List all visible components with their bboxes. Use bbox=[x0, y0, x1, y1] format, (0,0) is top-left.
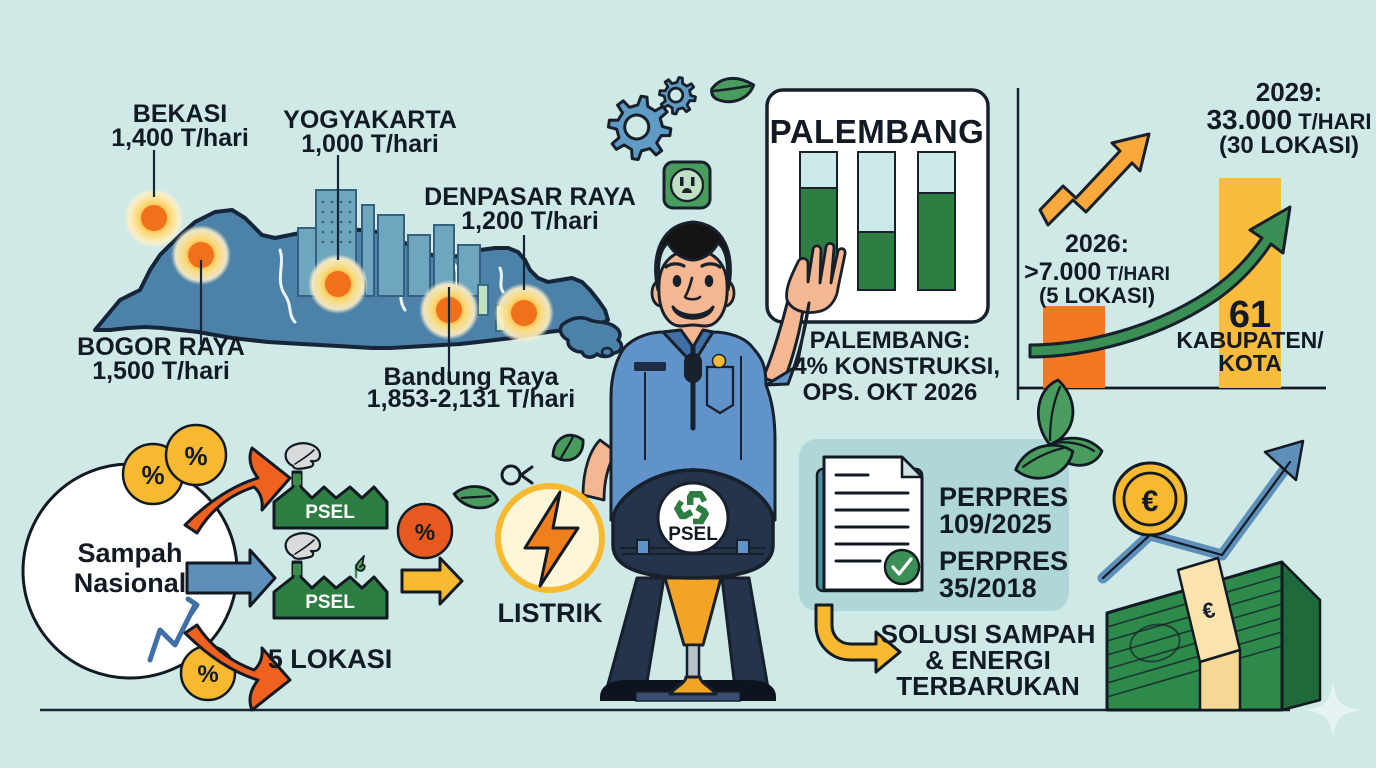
svg-text:PSEL: PSEL bbox=[305, 502, 355, 523]
svg-text:PALEMBANG:: PALEMBANG: bbox=[810, 327, 971, 354]
svg-text:PERPRES: PERPRES bbox=[939, 546, 1068, 576]
svg-text:2026:: 2026: bbox=[1065, 230, 1129, 258]
svg-text:Sampah: Sampah bbox=[77, 538, 182, 568]
svg-text:PSEL: PSEL bbox=[668, 524, 718, 545]
svg-text:PALEMBANG: PALEMBANG bbox=[770, 113, 985, 150]
svg-text:PERPRES: PERPRES bbox=[939, 482, 1068, 512]
svg-text:1,000 T/hari: 1,000 T/hari bbox=[301, 130, 439, 158]
svg-text:5 LOKASI: 5 LOKASI bbox=[268, 644, 393, 674]
svg-text:(30 LOKASI): (30 LOKASI) bbox=[1219, 132, 1359, 159]
svg-text:(5 LOKASI): (5 LOKASI) bbox=[1039, 283, 1155, 308]
svg-text:%: % bbox=[415, 519, 435, 545]
svg-text:1,200 T/hari: 1,200 T/hari bbox=[461, 207, 599, 235]
svg-text:PSEL: PSEL bbox=[305, 592, 355, 613]
svg-text:TERBARUKAN: TERBARUKAN bbox=[896, 671, 1079, 701]
svg-text:%: % bbox=[184, 441, 207, 471]
svg-text:35/2018: 35/2018 bbox=[939, 573, 1037, 603]
svg-text:1,500 T/hari: 1,500 T/hari bbox=[92, 357, 230, 385]
svg-text:%: % bbox=[141, 460, 164, 490]
svg-text:KOTA: KOTA bbox=[1218, 350, 1281, 376]
svg-text:1,853-2,131 T/hari: 1,853-2,131 T/hari bbox=[367, 385, 575, 413]
svg-text:OPS. OKT 2026: OPS. OKT 2026 bbox=[803, 379, 978, 406]
svg-text:%: % bbox=[197, 661, 218, 688]
svg-text:33.000 T/HARI: 33.000 T/HARI bbox=[1206, 104, 1371, 135]
svg-text:109/2025: 109/2025 bbox=[939, 509, 1052, 539]
svg-text:2029:: 2029: bbox=[1256, 77, 1323, 107]
svg-text:Nasional: Nasional bbox=[74, 568, 187, 598]
svg-text:€: € bbox=[1142, 485, 1159, 518]
svg-text:74% KONSTRUKSI,: 74% KONSTRUKSI, bbox=[780, 353, 1000, 380]
svg-text:LISTRIK: LISTRIK bbox=[498, 598, 603, 628]
svg-text:1,400 T/hari: 1,400 T/hari bbox=[111, 124, 249, 152]
